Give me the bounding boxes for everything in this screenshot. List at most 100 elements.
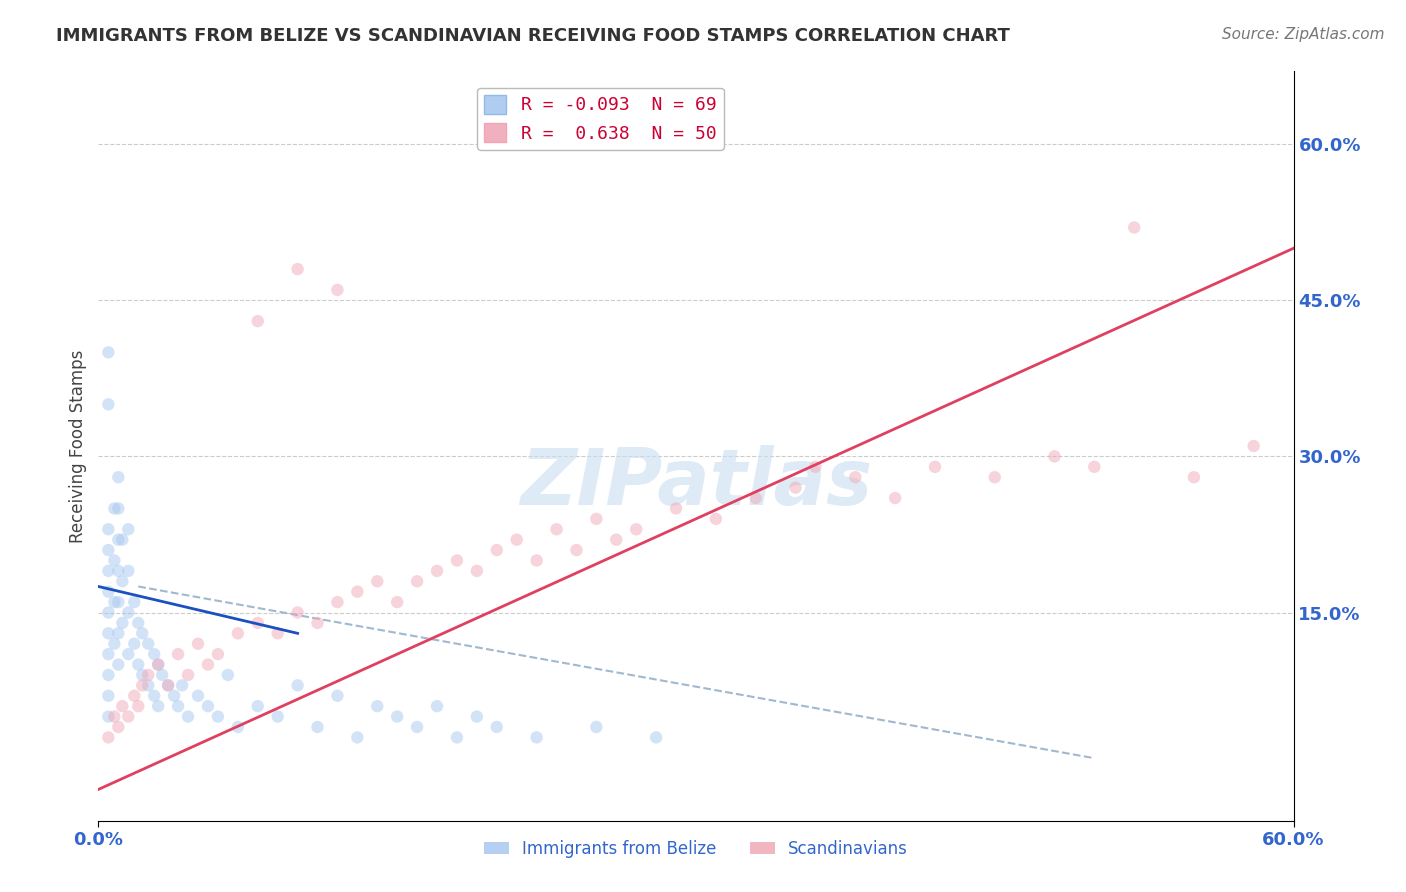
Point (117, 647, 139, 661)
Point (150, 668, 173, 682)
Point (485, 720, 508, 734)
Point (167, 647, 190, 661)
Point (97, 345, 120, 359)
Point (136, 678, 159, 692)
Point (117, 709, 139, 723)
Point (97, 397, 120, 411)
Point (124, 595, 146, 609)
Point (97, 564, 120, 578)
Point (177, 668, 200, 682)
Point (107, 626, 129, 640)
Point (172, 678, 194, 692)
Point (167, 699, 190, 714)
Point (148, 657, 170, 672)
Point (745, 491, 768, 505)
Point (326, 283, 349, 297)
Point (287, 606, 309, 620)
Text: IMMIGRANTS FROM BELIZE VS SCANDINAVIAN RECEIVING FOOD STAMPS CORRELATION CHART: IMMIGRANTS FROM BELIZE VS SCANDINAVIAN R… (56, 27, 1010, 45)
Point (645, 731, 668, 745)
Point (97, 522, 120, 536)
Point (197, 699, 219, 714)
Point (127, 615, 149, 630)
Point (665, 501, 688, 516)
Point (546, 522, 568, 536)
Point (924, 459, 946, 474)
Point (131, 678, 153, 692)
Legend: Immigrants from Belize, Scandinavians: Immigrants from Belize, Scandinavians (477, 833, 915, 864)
Point (984, 470, 1007, 484)
Point (117, 606, 139, 620)
Point (163, 689, 186, 703)
Point (177, 709, 200, 723)
Point (844, 470, 866, 484)
Point (217, 668, 239, 682)
Point (107, 501, 129, 516)
Point (704, 512, 727, 526)
Point (107, 595, 129, 609)
Point (97, 689, 120, 703)
Point (446, 731, 468, 745)
Point (226, 626, 249, 640)
Point (143, 689, 166, 703)
Point (465, 564, 488, 578)
Point (157, 678, 180, 692)
Point (97, 606, 120, 620)
Point (426, 699, 449, 714)
Point (107, 470, 129, 484)
Point (97, 626, 120, 640)
Point (585, 720, 607, 734)
Text: ZIPatlas: ZIPatlas (520, 445, 872, 522)
Point (103, 709, 125, 723)
Point (1123, 220, 1146, 235)
Point (626, 522, 648, 536)
Text: Source: ZipAtlas.com: Source: ZipAtlas.com (1222, 27, 1385, 42)
Point (117, 522, 139, 536)
Point (346, 731, 368, 745)
Point (385, 709, 409, 723)
Point (585, 512, 607, 526)
Point (148, 657, 170, 672)
Y-axis label: Receiving Food Stamps: Receiving Food Stamps (69, 350, 87, 542)
Point (97, 543, 120, 558)
Point (103, 595, 125, 609)
Point (804, 459, 827, 474)
Point (136, 637, 159, 651)
Point (107, 657, 129, 672)
Point (267, 626, 290, 640)
Point (406, 720, 429, 734)
Point (246, 615, 269, 630)
Point (485, 543, 508, 558)
Point (246, 314, 269, 328)
Point (1182, 470, 1205, 484)
Point (111, 615, 134, 630)
Point (131, 626, 153, 640)
Point (526, 731, 548, 745)
Point (465, 709, 488, 723)
Point (307, 615, 329, 630)
Point (107, 720, 129, 734)
Point (287, 678, 309, 692)
Point (1243, 439, 1265, 453)
Point (1083, 459, 1105, 474)
Point (127, 657, 149, 672)
Point (187, 689, 209, 703)
Point (97, 584, 120, 599)
Point (366, 574, 388, 589)
Point (187, 637, 209, 651)
Point (565, 543, 588, 558)
Point (143, 647, 166, 661)
Point (287, 262, 309, 277)
Point (107, 564, 129, 578)
Point (226, 720, 249, 734)
Point (136, 668, 159, 682)
Point (157, 678, 180, 692)
Point (103, 501, 125, 516)
Point (426, 564, 449, 578)
Point (366, 699, 388, 714)
Point (884, 491, 907, 505)
Point (246, 699, 269, 714)
Point (446, 553, 468, 567)
Point (107, 533, 129, 547)
Point (605, 533, 627, 547)
Point (97, 647, 120, 661)
